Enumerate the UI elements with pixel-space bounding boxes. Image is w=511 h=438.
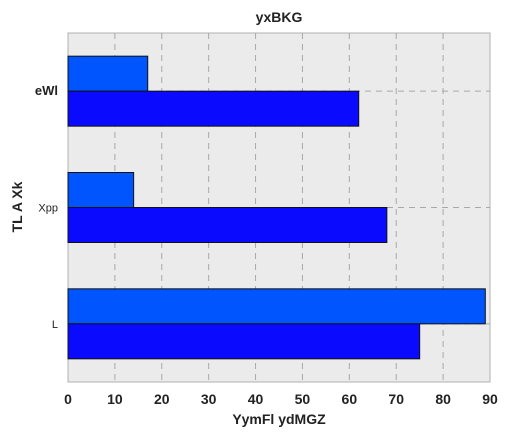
bars bbox=[67, 55, 486, 360]
x-tick-label: 90 bbox=[482, 391, 498, 407]
bar-series-2-Xpp bbox=[67, 172, 135, 208]
x-axis-ticks: 0 10 20 30 40 50 60 70 80 90 bbox=[64, 391, 498, 407]
x-tick-label: 10 bbox=[107, 391, 123, 407]
x-tick-label: 50 bbox=[295, 391, 311, 407]
y-tick-label: eWl bbox=[35, 83, 58, 98]
x-tick-label: 70 bbox=[388, 391, 404, 407]
bar-series-1-Xpp bbox=[67, 207, 388, 243]
x-tick-label: 0 bbox=[64, 391, 72, 407]
y-axis-ticks: eWl Xpp L bbox=[35, 83, 58, 331]
x-tick-label: 20 bbox=[154, 391, 170, 407]
bar-series-2-eWl bbox=[67, 55, 149, 92]
x-axis-label: YymFl ydMGZ bbox=[232, 411, 326, 427]
x-tick-label: 80 bbox=[435, 391, 451, 407]
y-tick-label: Xpp bbox=[38, 203, 58, 215]
chart-title: yxBKG bbox=[256, 9, 303, 25]
x-tick-label: 60 bbox=[342, 391, 358, 407]
x-tick-label: 30 bbox=[201, 391, 217, 407]
y-tick-label: L bbox=[52, 319, 58, 331]
x-tick-label: 40 bbox=[248, 391, 264, 407]
y-axis-label: TL A Xk bbox=[9, 181, 25, 232]
bar-series-2-L bbox=[67, 288, 486, 325]
bar-series-1-eWl bbox=[67, 90, 360, 127]
bar-series-1-L bbox=[67, 323, 421, 360]
